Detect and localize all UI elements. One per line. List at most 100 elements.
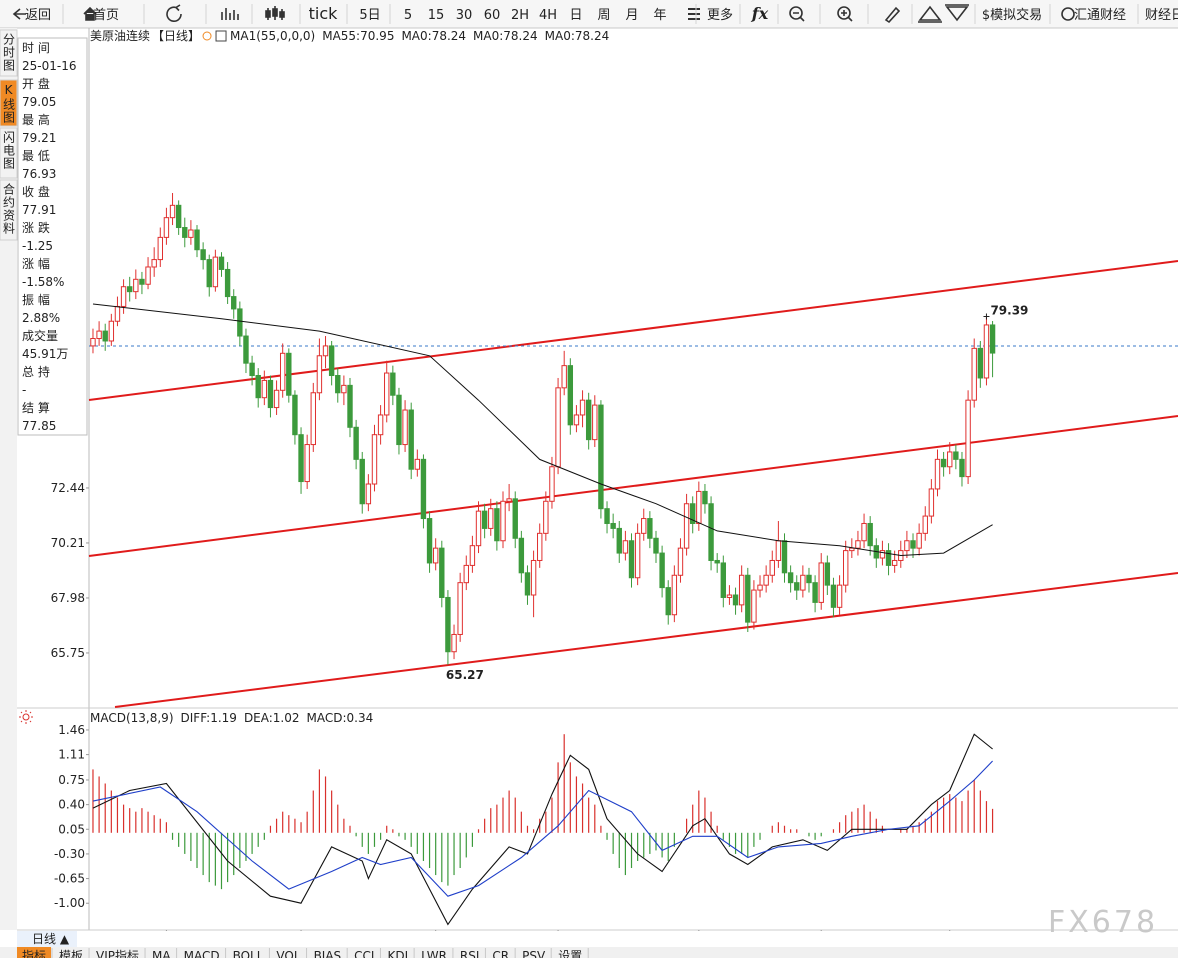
candle-body	[843, 550, 849, 586]
candle-body	[206, 259, 212, 288]
legend-icon[interactable]	[202, 31, 212, 41]
bottom-tab[interactable]: BIAS	[314, 949, 342, 958]
candle-body	[610, 522, 616, 529]
candle-body	[512, 498, 518, 539]
icon-back[interactable]	[12, 8, 26, 20]
macd-panel: 1.46 1.11 0.75 0.40 0.05 -0.30 -0.65 -1.00	[54, 723, 994, 926]
info-value: 45.91万	[22, 347, 68, 361]
icon-zoom-out[interactable]	[789, 6, 803, 20]
side-tab-label[interactable]: 合约资料	[2, 182, 16, 235]
candle-body	[622, 540, 629, 554]
toolbar-button[interactable]: 汇通财经	[1074, 8, 1126, 23]
trend-lines	[88, 260, 1178, 708]
legend-icon[interactable]	[215, 30, 227, 42]
icon-up-triangle[interactable]	[918, 5, 942, 23]
bottom-tab[interactable]: BOLL	[233, 949, 264, 958]
toolbar-button[interactable]: 4H	[539, 8, 557, 23]
bottom-tab[interactable]: MACD	[184, 949, 220, 958]
toolbar-button[interactable]: 周	[597, 8, 610, 23]
candle-body	[543, 500, 549, 534]
toolbar-button[interactable]: 日	[569, 8, 582, 23]
side-tab-label[interactable]: K线图	[2, 83, 16, 124]
bottom-tab[interactable]: VOL	[276, 949, 300, 958]
info-value: 79.21	[22, 131, 56, 145]
icon-home[interactable]	[83, 6, 97, 21]
candle-body	[231, 296, 237, 310]
toolbar-button[interactable]: 30	[456, 8, 473, 23]
candle-body	[641, 518, 647, 534]
info-value: 77.91	[22, 203, 56, 217]
bottom-tab[interactable]: RSI	[460, 949, 480, 958]
toolbar-button[interactable]: 财经日	[1145, 8, 1178, 23]
candle-body	[426, 518, 433, 564]
bottom-tab[interactable]: CCI	[354, 949, 374, 958]
toolbar-button[interactable]: 15	[428, 8, 445, 23]
toolbar-button[interactable]: 首页	[93, 8, 119, 23]
icon-refresh[interactable]	[166, 4, 182, 22]
bottom-tab[interactable]: 指标	[22, 948, 46, 958]
toolbar-button[interactable]: fx	[751, 4, 769, 23]
legend-entry: MACD:0.34	[307, 711, 374, 725]
side-tab-label[interactable]: 分时图	[2, 33, 16, 72]
side-tab[interactable]	[0, 179, 18, 241]
icon-pen[interactable]	[884, 6, 901, 24]
side-tab[interactable]	[0, 29, 18, 77]
toolbar-button[interactable]: tick	[309, 4, 339, 23]
toolbar-button[interactable]: 更多	[707, 7, 733, 23]
candle-body	[787, 572, 794, 584]
candle-body	[849, 547, 855, 552]
side-tab-label[interactable]: 闪电图	[2, 131, 16, 170]
bottom-tab[interactable]: CR	[492, 949, 509, 958]
y-tick-label: 0.05	[58, 822, 85, 836]
candle-body	[947, 451, 953, 468]
candle-body	[585, 399, 592, 441]
legend-entry: MA0:78.24	[401, 29, 466, 43]
side-tab[interactable]	[0, 127, 18, 179]
trend-line[interactable]	[88, 415, 1178, 557]
candle-body	[708, 503, 714, 561]
info-label: 收 盘	[22, 184, 50, 199]
candle-body	[243, 335, 249, 364]
bottom-tab[interactable]: VIP指标	[96, 948, 139, 958]
icon-candle-body	[265, 10, 271, 18]
icon-down-triangle[interactable]	[945, 4, 969, 22]
trend-line[interactable]	[114, 572, 1178, 708]
watermark: FX678	[1048, 905, 1158, 940]
bottom-tab[interactable]: KDJ	[387, 949, 408, 958]
toolbar-button[interactable]: 60	[484, 8, 501, 23]
toolbar-button[interactable]: 5	[404, 8, 412, 23]
instrument-title: 美原油连续	[90, 28, 150, 43]
candle-body	[328, 345, 335, 377]
info-value: 77.85	[22, 419, 56, 433]
toolbar-button[interactable]: 月	[625, 8, 638, 23]
period-label[interactable]: 日线 ▲	[32, 932, 70, 946]
icon-sun	[22, 713, 30, 721]
toolbar-button[interactable]: 2H	[511, 8, 529, 23]
macd-line	[92, 733, 993, 926]
price-annotation: 65.27	[446, 668, 484, 682]
y-tick-label: 65.75	[51, 646, 85, 660]
candle-body	[463, 564, 469, 584]
bottom-tab[interactable]: 设置	[558, 949, 582, 958]
period-button[interactable]	[17, 931, 77, 947]
price-legend: 美原油连续 【日线】 MA1(55,0,0,0) MA55:70.95 MA0:78.2…	[90, 28, 609, 43]
bottom-tab[interactable]: 模板	[59, 949, 83, 958]
candle-body	[855, 540, 861, 549]
side-tab[interactable]	[0, 79, 18, 127]
toolbar-button[interactable]: 5日	[359, 8, 380, 23]
bottom-tab[interactable]: LWR	[421, 949, 447, 958]
toolbar-button[interactable]: 返回	[25, 8, 51, 23]
bottom-tab[interactable]: MA	[152, 949, 171, 958]
toolbar-button[interactable]: $模拟交易	[982, 7, 1042, 23]
icon-bars[interactable]	[221, 8, 239, 20]
candle-body	[188, 229, 194, 238]
y-tick-label: 1.11	[58, 748, 85, 762]
candle-body	[475, 510, 482, 547]
bottom-tab[interactable]: PSV	[522, 949, 546, 958]
icon-huitong[interactable]	[1061, 7, 1075, 21]
icon-zoom-in[interactable]	[837, 6, 851, 20]
candle-body	[347, 384, 353, 428]
icon-more[interactable]	[688, 8, 700, 20]
toolbar-button[interactable]: 年	[653, 8, 666, 23]
macd-icon[interactable]	[19, 710, 33, 724]
